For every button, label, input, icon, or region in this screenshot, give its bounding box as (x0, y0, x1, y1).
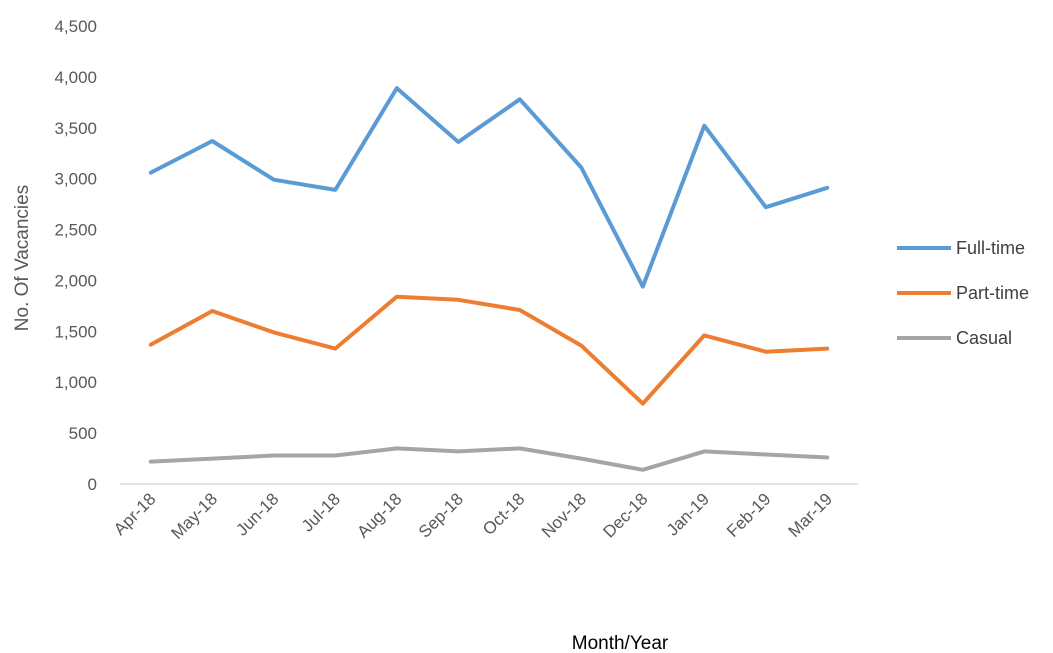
y-tick-label: 4,000 (54, 68, 97, 87)
series-lines (148, 86, 830, 472)
y-tick-label: 1,500 (54, 322, 97, 341)
y-axis-label: No. Of Vacancies (12, 185, 33, 331)
y-tick-label: 500 (69, 424, 97, 443)
y-tick-label: 0 (88, 475, 97, 494)
y-tick-label: 1,000 (54, 373, 97, 392)
legend-label: Casual (956, 328, 1012, 348)
series-line-casual (148, 446, 830, 472)
y-axis-ticks: 0 500 1,000 1,500 2,000 2,500 3,000 3,500 4,000 4… (54, 17, 97, 494)
x-tick-label: Jan-19 (663, 489, 713, 539)
legend-label: Full-time (956, 238, 1025, 258)
legend-label: Part-time (956, 283, 1029, 303)
y-tick-label: 3,000 (54, 170, 97, 189)
x-tick-label: Jul-18 (298, 489, 344, 535)
x-tick-label: May-18 (168, 489, 222, 543)
y-tick-label: 2,000 (54, 271, 97, 290)
y-tick-label: 4,500 (54, 17, 97, 36)
x-tick-label: Mar-19 (785, 489, 837, 541)
x-tick-label: Feb-19 (723, 489, 775, 541)
legend: Full-time Part-time Casual (897, 238, 1029, 348)
x-tick-label: Nov-18 (538, 489, 590, 541)
x-tick-label: Apr-18 (110, 489, 160, 539)
x-tick-label: Oct-18 (479, 489, 529, 539)
x-tick-label: Jun-18 (232, 489, 282, 539)
x-tick-label: Dec-18 (599, 489, 651, 541)
y-tick-label: 2,500 (54, 221, 97, 240)
x-axis-ticks: Apr-18 May-18 Jun-18 Jul-18 Aug-18 Sep-18 Oct-… (110, 489, 836, 543)
x-tick-label: Sep-18 (415, 489, 467, 541)
x-tick-label: Aug-18 (353, 489, 405, 541)
x-axis-label: Month/Year (572, 633, 669, 653)
series-line-part-time (148, 294, 830, 406)
y-tick-label: 3,500 (54, 119, 97, 138)
series-line-full-time (148, 86, 830, 289)
